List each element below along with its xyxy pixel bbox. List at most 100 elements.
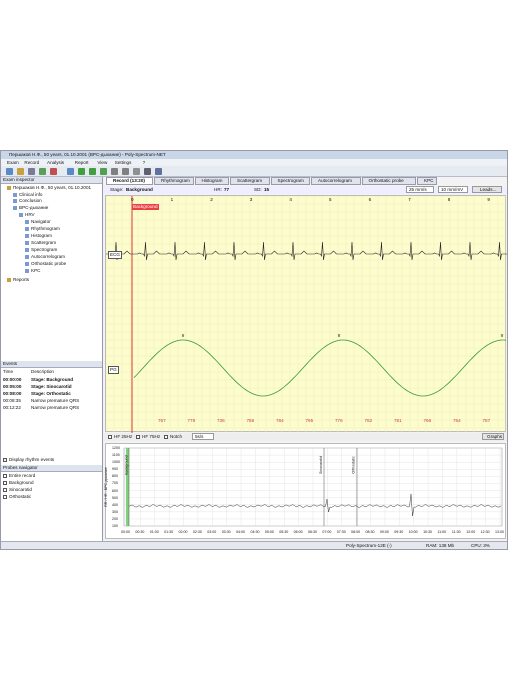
tab[interactable]: Spectrogram [270,177,310,185]
dropdown[interactable]: 10 mm/mV [438,186,468,193]
checkbox[interactable] [3,495,7,499]
peak-marker [181,333,185,338]
x-tick-label: 09:00 [379,530,389,534]
tab[interactable]: Record (13:20) [106,177,153,185]
tree-item[interactable]: Conclusion [19,198,42,203]
menu-item[interactable]: Exam [7,160,19,165]
tree-item[interactable]: ВРС-дыхание [19,205,49,210]
panel-title: Events [3,361,18,366]
tab[interactable]: Orthostatic probe [361,177,416,185]
tree-item[interactable]: Navigator [31,219,51,224]
dropdown[interactable]: 5s/s [192,433,214,440]
app-window: Першаков Н.Ф., 50 years, 01.10.2001 (ВРС… [0,150,508,550]
stage-label: Sinocarotid [318,456,323,474]
tree-item[interactable]: Clinical info [19,192,43,197]
x-tick-label: 04:00 [236,530,246,534]
tab-label: Autocorrelogram [318,178,352,183]
x-tick-label: 03:30 [221,530,231,534]
left-panel: Exam inspector Першаков Н.Ф., 50 years, 0… [1,177,103,541]
event-description[interactable]: Narrow premature QRS [31,405,80,410]
event-time[interactable]: 00:12:22 [3,405,21,410]
toolbar-button[interactable] [67,168,74,175]
toolbar-button[interactable] [100,168,107,175]
checkbox[interactable] [164,435,168,439]
y-tick-label: 700 [112,481,118,486]
toolbar-button[interactable] [155,168,162,175]
tree-item[interactable]: Reports [13,277,30,282]
checkbox[interactable] [136,435,140,439]
tree-item[interactable]: Scattergram [31,240,57,245]
tree-item[interactable]: Rhythmogram [31,226,60,231]
checkbox-label: Notch [170,434,183,439]
probe-item: Background [9,480,34,485]
status-text: Poly-Spectrum-12E (-) [346,543,392,548]
peak-marker [337,333,341,338]
tab[interactable]: Scattergram [230,177,270,185]
label: HR: [214,187,222,192]
toolbar-button[interactable] [122,168,129,175]
tree-item[interactable]: KPC [31,268,41,273]
panel-header: Events [1,361,102,368]
menu-item[interactable]: View [97,160,108,165]
tree-item[interactable]: Spectrogram [31,247,58,252]
x-tick-label: 04:30 [250,530,260,534]
y-tick-label: 500 [112,495,118,500]
column-header: Description [31,369,54,374]
menu-item[interactable]: Analysis [47,160,65,165]
x-tick-label: 07:00 [322,530,332,534]
button[interactable]: Leads... [472,186,502,193]
toolbar-button[interactable] [50,168,57,175]
button-label: Leads... [480,187,497,192]
button[interactable]: Graphs [482,433,504,440]
toolbar-button[interactable] [6,168,13,175]
tree-item[interactable]: Histogram [31,233,52,238]
toolbar-button[interactable] [111,168,118,175]
checkbox[interactable] [3,488,7,492]
stage-marker: Background [132,204,159,210]
tree-item[interactable]: Autocorrelogram [31,254,65,259]
x-tick-label: 06:30 [308,530,317,534]
x-tick-label: 03:00 [207,530,217,534]
tab-label: Record (13:20) [113,178,145,183]
toolbar-button[interactable] [133,168,140,175]
probe-item: Entire record [9,473,36,478]
menu-item[interactable]: Record [24,160,40,165]
event-description[interactable]: Stage: Orthostatic [31,391,71,396]
toolbar-button[interactable] [28,168,35,175]
tab[interactable]: Rhythmogram [154,177,194,185]
toolbar-button[interactable] [78,168,85,175]
event-time[interactable]: 00:00:00 [3,377,22,382]
menu-item[interactable]: Report [74,160,89,165]
checkbox[interactable] [3,458,7,462]
second-label: 3 [249,197,253,202]
rr-interval: 767 [158,418,166,423]
tab[interactable]: Histogram [194,177,229,185]
tab[interactable]: Autocorrelogram [311,177,361,185]
tab[interactable]: KPC [417,177,437,185]
checkbox[interactable] [108,435,112,439]
event-time[interactable]: 00:08:35 [3,398,21,403]
toolbar-button[interactable] [17,168,24,175]
event-time[interactable]: 00:08:00 [3,391,22,396]
toolbar-button[interactable] [39,168,46,175]
tree-item[interactable]: Orthostatic probe [31,261,67,266]
dropdown[interactable]: 25 mm/s [406,186,434,193]
toolbar-button[interactable] [89,168,96,175]
tree-item[interactable]: HRV [25,212,35,217]
event-time[interactable]: 00:05:00 [3,384,22,389]
rhythmogram: 1200 1100 1000 900 800 700 600 500 400 300 200 100 0… [104,443,506,539]
event-description[interactable]: Stage: Sinocarotid [31,384,72,389]
checkbox[interactable] [3,474,7,478]
checkbox[interactable] [3,481,7,485]
dropdown-value: 10 mm/mV [441,187,464,192]
toolbar-button[interactable] [144,168,151,175]
x-tick-label: 05:00 [264,530,274,534]
menu-item[interactable]: ? [142,160,146,165]
channel-label[interactable]: PG [108,366,119,374]
event-description[interactable]: Narrow premature QRS [31,398,80,403]
tree-item[interactable]: Першаков Н.Ф., 50 years, 01.10.2001 [13,185,92,190]
event-description[interactable]: Stage: Background [31,377,74,382]
channel-label[interactable]: ECG [108,251,122,259]
menu-item[interactable]: Settings [114,160,132,165]
